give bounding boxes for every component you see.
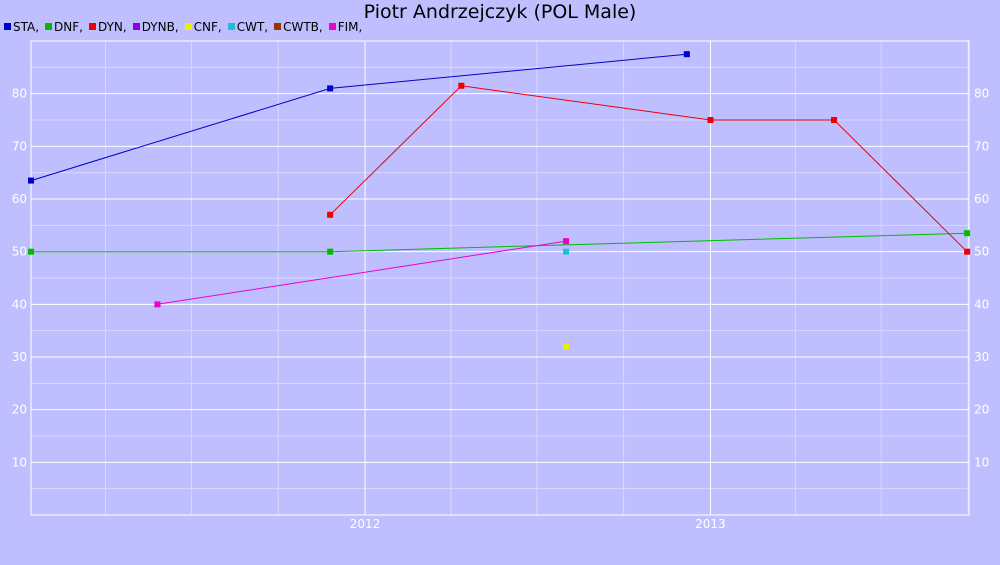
legend-label: CWT,	[236, 20, 269, 34]
y-tick-label-right: 60	[974, 192, 989, 206]
chart-title: Piotr Andrzejczyk (POL Male)	[363, 1, 637, 23]
legend-item-fim: FIM,	[328, 20, 363, 35]
y-tick-label-left: 20	[12, 403, 27, 417]
legend-label: DYNB,	[141, 20, 179, 34]
legend-item-dnf: DNF,	[45, 20, 83, 35]
data-point-cnf	[563, 343, 570, 350]
legend-swatch	[4, 23, 11, 30]
y-tick-label-right: 20	[974, 403, 989, 417]
legend-label: FIM,	[337, 20, 363, 34]
y-tick-label-right: 50	[974, 245, 989, 259]
legend: STA, DNF, DYN, DYNB, CNF, CWT, CWTB, FIM,	[4, 20, 368, 35]
legend-item-cwtb: CWTB,	[274, 20, 323, 35]
data-point-cwt	[563, 248, 570, 255]
data-point-sta	[327, 85, 334, 92]
y-tick-label-right: 10	[974, 455, 989, 469]
legend-item-dyn: DYN,	[88, 20, 127, 35]
data-point-sta	[683, 51, 690, 58]
legend-item-cwt: CWT,	[227, 20, 269, 35]
y-tick-label-left: 80	[12, 87, 27, 101]
plot-frame	[30, 40, 970, 516]
y-tick-label-left: 10	[12, 455, 27, 469]
data-point-dyn	[707, 117, 714, 123]
legend-swatch	[88, 23, 96, 30]
series-line-fim	[157, 240, 567, 305]
legend-label: STA,	[13, 20, 40, 34]
y-tick-label-left: 70	[12, 139, 27, 153]
legend-item-cnf: CNF,	[184, 20, 222, 35]
legend-swatch	[328, 23, 336, 30]
series-line-sta	[30, 53, 687, 182]
legend-label: DYN,	[97, 20, 127, 34]
series-line-dyn	[329, 85, 968, 253]
y-tick-label-left: 40	[12, 297, 27, 311]
series-line-dnf	[31, 232, 968, 253]
legend-item-sta: STA,	[4, 20, 39, 35]
legend-swatch	[274, 23, 282, 30]
y-tick-label-right: 30	[974, 350, 989, 364]
y-tick-label-left: 30	[12, 350, 27, 364]
legend-swatch	[184, 23, 192, 30]
data-point-dnf	[964, 230, 971, 237]
data-point-fim	[154, 301, 161, 308]
x-tick-label: 2012	[350, 517, 381, 531]
data-point-fim	[563, 238, 570, 245]
data-point-dnf	[28, 248, 34, 255]
legend-swatch	[227, 23, 235, 30]
data-point-dyn	[327, 211, 334, 218]
y-tick-label-right: 40	[974, 297, 989, 311]
data-point-dnf	[327, 248, 334, 255]
data-point-dyn	[831, 117, 838, 123]
y-tick-label-right: 70	[974, 139, 989, 153]
y-tick-label-right: 80	[974, 87, 989, 101]
x-tick-label: 2013	[695, 517, 726, 531]
legend-label: CNF,	[193, 20, 222, 34]
y-tick-label-left: 60	[12, 192, 27, 206]
legend-swatch	[45, 23, 53, 30]
legend-swatch	[132, 23, 140, 30]
data-point-sta	[28, 177, 34, 184]
legend-label: DNF,	[54, 20, 83, 34]
y-tick-label-left: 50	[12, 245, 27, 259]
data-point-dyn	[964, 248, 971, 255]
legend-item-dynb: DYNB,	[132, 20, 179, 35]
legend-label: CWTB,	[283, 20, 323, 34]
data-point-dyn	[458, 82, 465, 89]
